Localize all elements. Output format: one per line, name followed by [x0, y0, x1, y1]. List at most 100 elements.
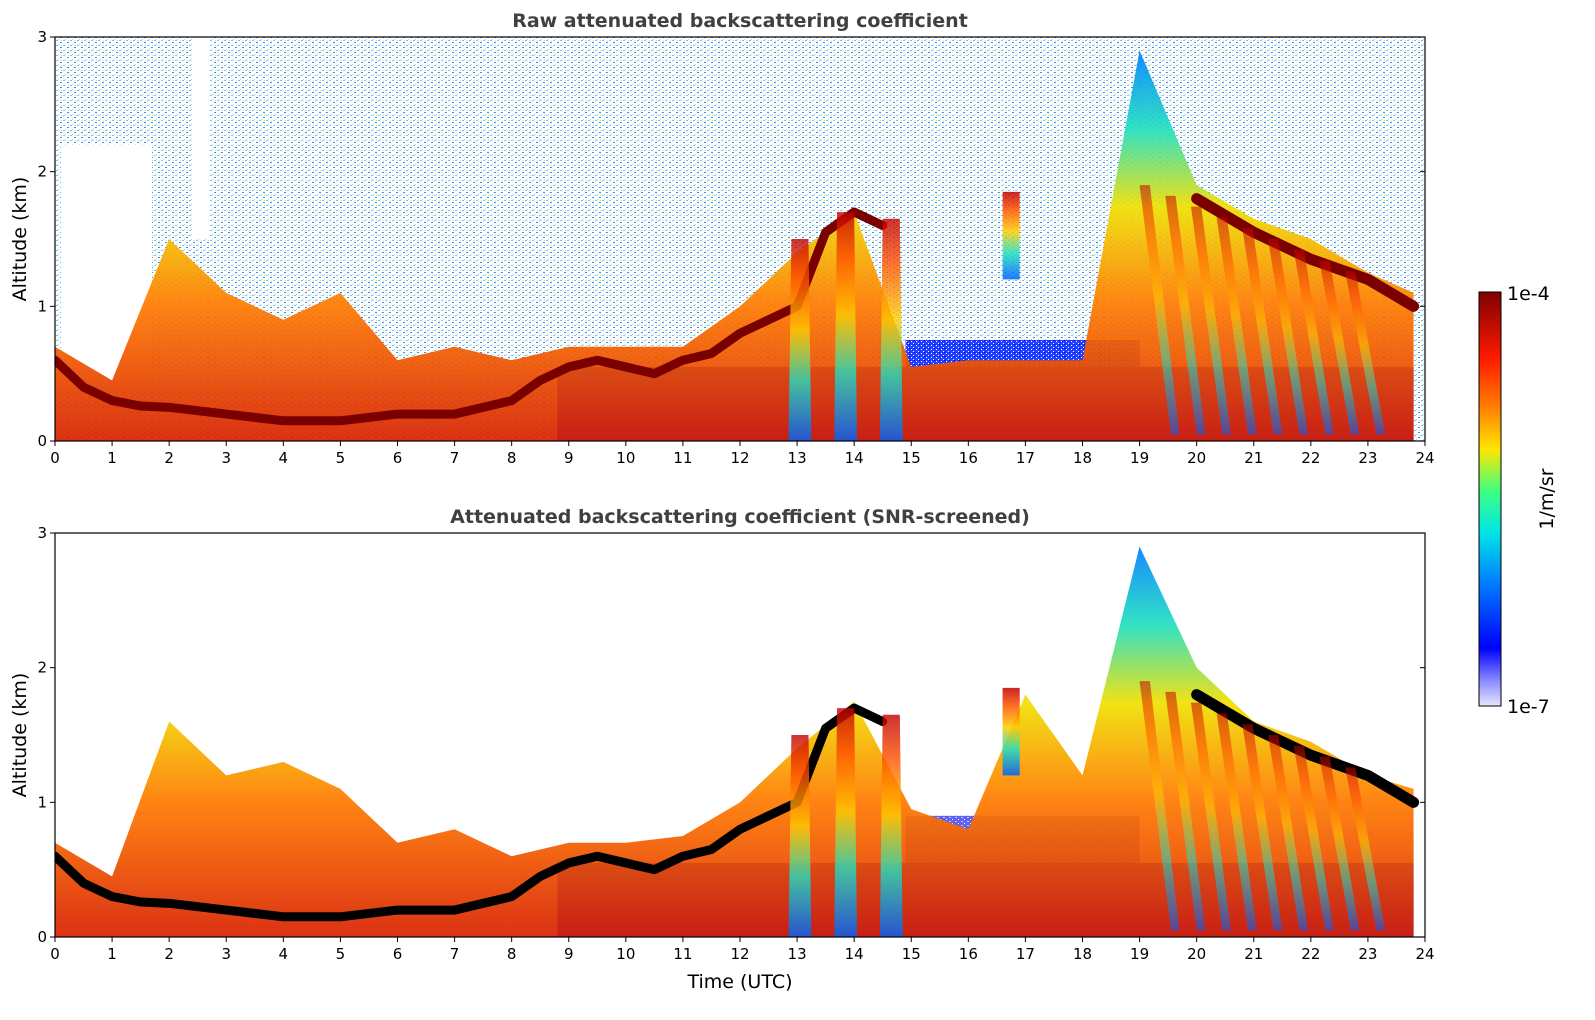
x-tick-label: 9	[564, 449, 574, 467]
convective-column	[879, 714, 903, 937]
y-tick-label: 3	[37, 524, 47, 542]
y-axis-label: Altitude (km)	[9, 177, 31, 302]
x-tick-label: 6	[393, 449, 403, 467]
x-tick-label: 12	[730, 945, 749, 963]
cloud-streak	[1345, 767, 1386, 931]
x-tick-label: 23	[1358, 449, 1377, 467]
convective-column	[788, 239, 812, 441]
x-tick-label: 4	[279, 449, 289, 467]
x-tick-label: 20	[1187, 449, 1206, 467]
x-tick-label: 11	[673, 945, 692, 963]
x-tick-label: 21	[1244, 945, 1263, 963]
x-tick-label: 24	[1415, 945, 1434, 963]
panel-title: Attenuated backscattering coefficient (S…	[450, 506, 1030, 528]
x-tick-label: 24	[1415, 449, 1434, 467]
x-tick-label: 14	[845, 449, 864, 467]
aerosol-layer	[55, 546, 1414, 937]
x-tick-label: 16	[959, 449, 978, 467]
x-tick-label: 13	[788, 945, 807, 963]
x-tick-label: 10	[616, 449, 635, 467]
colorbar-unit-label: 1/m/sr	[1536, 468, 1558, 529]
cloud-streak	[1242, 228, 1283, 435]
x-tick-label: 19	[1130, 449, 1149, 467]
x-tick-label: 8	[507, 449, 517, 467]
cloud-streak	[1165, 195, 1206, 435]
x-tick-label: 18	[1073, 945, 1092, 963]
x-tick-label: 19	[1130, 945, 1149, 963]
cloud-streak	[1165, 691, 1206, 931]
panel-1: Raw attenuated backscattering coefficien…	[9, 10, 1435, 467]
x-tick-label: 18	[1073, 449, 1092, 467]
boundary-layer-band	[55, 703, 888, 922]
panel-title: Raw attenuated backscattering coefficien…	[512, 10, 968, 32]
boundary-layer-band	[1191, 689, 1420, 808]
cloud-streak	[1216, 713, 1257, 931]
x-tick-label: 2	[164, 945, 174, 963]
colorbar-min-label: 1e-7	[1507, 696, 1550, 718]
heatmap-field	[55, 533, 1425, 937]
y-axis-label: Altitude (km)	[9, 673, 31, 798]
y-tick-label: 3	[37, 28, 47, 46]
x-tick-label: 11	[673, 449, 692, 467]
x-tick-label: 7	[450, 449, 460, 467]
x-tick-label: 21	[1244, 449, 1263, 467]
cloud-streak	[1319, 756, 1360, 931]
y-tick-label: 2	[37, 659, 47, 677]
x-tick-label: 22	[1301, 449, 1320, 467]
x-tick-label: 3	[221, 945, 231, 963]
cloud-streak	[1268, 735, 1308, 931]
x-tick-label: 1	[107, 945, 117, 963]
x-tick-label: 9	[564, 945, 574, 963]
aerosol-layer	[55, 50, 1414, 441]
heatmap-field	[55, 37, 1425, 441]
x-tick-label: 8	[507, 945, 517, 963]
x-tick-label: 15	[902, 945, 921, 963]
cloud-streak	[1242, 724, 1283, 931]
convective-column	[834, 212, 858, 441]
cloud-streak	[1319, 260, 1360, 435]
cloud-streak	[1268, 239, 1308, 435]
x-tick-label: 20	[1187, 945, 1206, 963]
x-tick-label: 13	[788, 449, 807, 467]
x-axis-label: Time (UTC)	[686, 971, 792, 993]
x-tick-label: 16	[959, 945, 978, 963]
panel-2: Attenuated backscattering coefficient (S…	[9, 506, 1435, 993]
x-tick-label: 22	[1301, 945, 1320, 963]
convective-column	[879, 218, 903, 441]
cloud-streak	[1190, 702, 1231, 931]
convective-column	[834, 708, 858, 937]
cloud-streak	[1190, 206, 1231, 435]
x-tick-label: 5	[336, 945, 346, 963]
x-tick-label: 3	[221, 449, 231, 467]
boundary-layer-band	[55, 207, 888, 426]
x-tick-label: 0	[50, 945, 60, 963]
cloud-streak	[1345, 271, 1386, 435]
x-tick-label: 14	[845, 945, 864, 963]
y-tick-label: 0	[37, 432, 47, 450]
x-tick-label: 5	[336, 449, 346, 467]
clear-gap-region	[192, 37, 210, 239]
x-tick-label: 4	[279, 945, 289, 963]
x-tick-label: 10	[616, 945, 635, 963]
colorbar: 1e-4 1e-7 1/m/sr	[1478, 283, 1558, 718]
cloud-streak	[1139, 185, 1180, 435]
colorbar-gradient	[1478, 291, 1502, 707]
x-tick-label: 12	[730, 449, 749, 467]
cloud-streak	[1293, 249, 1334, 435]
y-tick-label: 0	[37, 928, 47, 946]
cloud-streak	[1139, 681, 1180, 931]
x-tick-label: 7	[450, 945, 460, 963]
colorbar-max-label: 1e-4	[1507, 283, 1550, 305]
x-tick-label: 23	[1358, 945, 1377, 963]
cloud-streak	[1216, 217, 1257, 435]
x-tick-label: 0	[50, 449, 60, 467]
x-tick-label: 6	[393, 945, 403, 963]
x-tick-label: 2	[164, 449, 174, 467]
x-tick-label: 17	[1016, 449, 1035, 467]
x-tick-label: 17	[1016, 945, 1035, 963]
convective-column	[788, 735, 812, 937]
boundary-layer-band	[1191, 193, 1420, 312]
y-tick-label: 1	[37, 297, 47, 315]
y-tick-label: 1	[37, 793, 47, 811]
